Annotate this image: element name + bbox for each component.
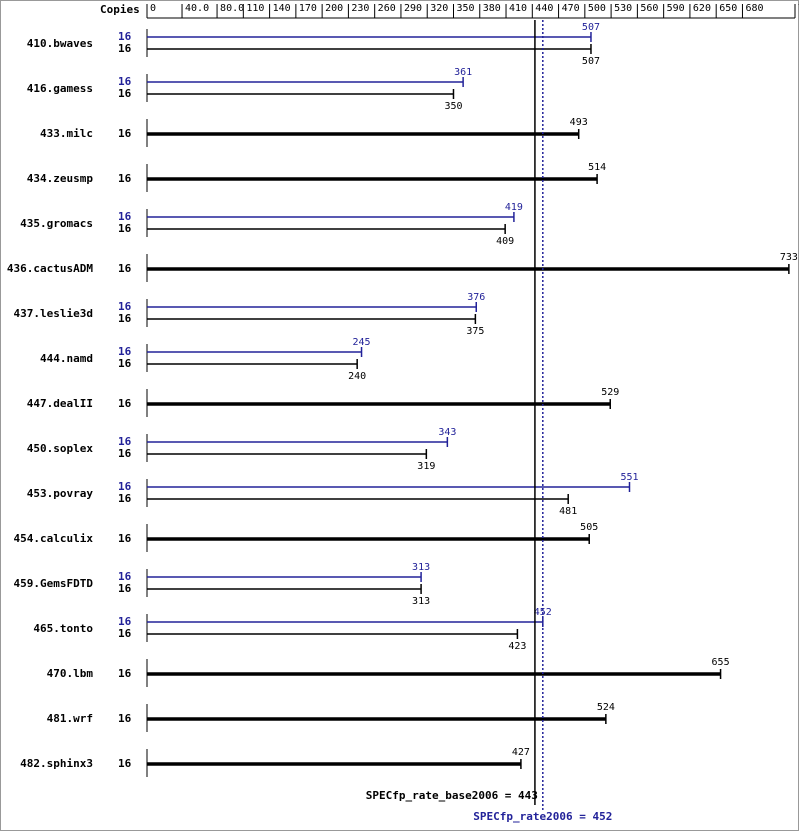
benchmark-label: 459.GemsFDTD (14, 577, 94, 590)
benchmark-label: 434.zeusmp (27, 172, 94, 185)
x-tick-label: 200 (325, 3, 343, 14)
benchmark-label: 447.dealII (27, 397, 93, 410)
value-label: 529 (601, 387, 619, 398)
copies-label: 16 (118, 615, 132, 628)
value-label: 350 (444, 101, 462, 112)
value-label: 375 (466, 326, 484, 337)
benchmark-label: 481.wrf (47, 712, 93, 725)
benchmark-label: 470.lbm (47, 667, 94, 680)
x-tick-label: 140 (273, 3, 291, 14)
value-label: 240 (348, 371, 366, 382)
copies-label: 16 (118, 447, 132, 460)
copies-label: 16 (118, 30, 132, 43)
copies-header: Copies (100, 3, 140, 16)
x-tick-label: 680 (745, 3, 763, 14)
benchmark-label: 465.tonto (33, 622, 93, 635)
copies-label: 16 (118, 75, 132, 88)
value-label: 319 (417, 461, 435, 472)
benchmark-label: 410.bwaves (27, 37, 93, 50)
copies-label: 16 (118, 397, 132, 410)
value-label: 245 (353, 337, 371, 348)
value-label: 514 (588, 162, 606, 173)
value-label: 655 (712, 657, 730, 668)
value-label: 419 (505, 202, 523, 213)
copies-label: 16 (118, 262, 132, 275)
copies-label: 16 (118, 127, 132, 140)
copies-label: 16 (118, 435, 132, 448)
x-tick-label: 350 (456, 3, 474, 14)
value-label: 343 (438, 427, 456, 438)
x-tick-label: 410 (509, 3, 527, 14)
copies-label: 16 (118, 492, 132, 505)
copies-label: 16 (118, 627, 132, 640)
x-tick-label: 290 (404, 3, 422, 14)
copies-label: 16 (118, 345, 132, 358)
copies-label: 16 (118, 532, 132, 545)
x-tick-label: 530 (614, 3, 632, 14)
copies-label: 16 (118, 357, 132, 370)
value-label: 733 (780, 252, 798, 263)
benchmark-label: 416.gamess (27, 82, 93, 95)
x-tick-label: 110 (246, 3, 264, 14)
x-tick-label: 440 (535, 3, 553, 14)
x-tick-label: 380 (483, 3, 501, 14)
value-label: 361 (454, 67, 472, 78)
benchmark-label: 435.gromacs (20, 217, 93, 230)
value-label: 423 (508, 641, 526, 652)
peak-ref-label: SPECfp_rate2006 = 452 (473, 810, 612, 823)
benchmark-label: 454.calculix (14, 532, 94, 545)
x-tick-label: 500 (588, 3, 606, 14)
x-tick-label: 590 (667, 3, 685, 14)
x-tick-label: 620 (693, 3, 711, 14)
benchmark-label: 453.povray (27, 487, 94, 500)
value-label: 376 (467, 292, 485, 303)
value-label: 493 (570, 117, 588, 128)
benchmark-label: 436.cactusADM (7, 262, 93, 275)
copies-label: 16 (118, 210, 132, 223)
copies-label: 16 (118, 570, 132, 583)
copies-label: 16 (118, 712, 132, 725)
x-tick-label: 170 (299, 3, 317, 14)
copies-label: 16 (118, 757, 132, 770)
benchmark-label: 482.sphinx3 (20, 757, 93, 770)
copies-label: 16 (118, 312, 132, 325)
value-label: 481 (559, 506, 577, 517)
value-label: 551 (620, 472, 638, 483)
value-label: 313 (412, 596, 430, 607)
copies-label: 16 (118, 667, 132, 680)
copies-label: 16 (118, 87, 132, 100)
value-label: 505 (580, 522, 598, 533)
x-tick-label: 560 (640, 3, 658, 14)
copies-label: 16 (118, 222, 132, 235)
x-tick-label: 470 (562, 3, 580, 14)
benchmark-label: 437.leslie3d (14, 307, 93, 320)
value-label: 507 (582, 22, 600, 33)
x-tick-label: 320 (430, 3, 448, 14)
x-tick-label: 0 (150, 3, 156, 14)
copies-label: 16 (118, 480, 132, 493)
copies-label: 16 (118, 582, 132, 595)
benchmark-label: 433.milc (40, 127, 93, 140)
copies-label: 16 (118, 300, 132, 313)
x-tick-label: 40.0 (185, 3, 209, 14)
x-tick-label: 230 (351, 3, 369, 14)
x-tick-label: 80.0 (220, 3, 244, 14)
value-label: 507 (582, 56, 600, 67)
value-label: 313 (412, 562, 430, 573)
value-label: 427 (512, 747, 530, 758)
value-label: 409 (496, 236, 514, 247)
value-label: 524 (597, 702, 615, 713)
benchmark-label: 450.soplex (27, 442, 94, 455)
x-tick-label: 650 (719, 3, 737, 14)
base-ref-label: SPECfp_rate_base2006 = 443 (366, 789, 538, 802)
copies-label: 16 (118, 172, 132, 185)
benchmark-label: 444.namd (40, 352, 93, 365)
x-tick-label: 260 (378, 3, 396, 14)
copies-label: 16 (118, 42, 132, 55)
